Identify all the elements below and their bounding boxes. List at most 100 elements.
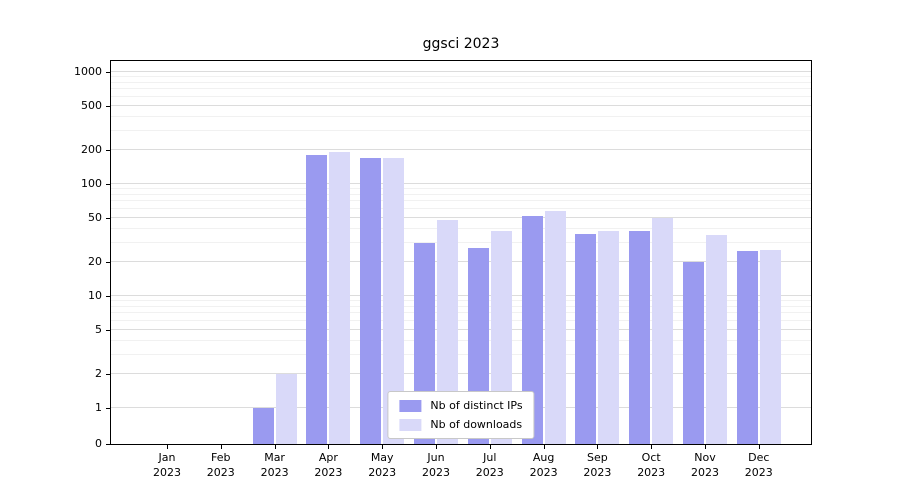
x-tick-mark [705, 445, 706, 449]
x-axis-label: Sep 2023 [583, 451, 612, 479]
y-axis-tick-label: 2 [95, 367, 102, 381]
y-axis-tick-label: 500 [81, 98, 102, 112]
bar-downloads [706, 235, 727, 444]
gridline-minor [111, 115, 811, 117]
y-tick-mark [106, 105, 110, 107]
bar-distinct-ips [360, 158, 382, 444]
chart-title: ggsci 2023 [422, 36, 500, 52]
x-axis-label: Nov 2023 [691, 451, 719, 479]
legend-swatch-downloads [399, 418, 422, 431]
x-axis-label: Aug 2023 [529, 451, 558, 479]
x-tick-mark [651, 445, 653, 449]
bar-distinct-ips [575, 233, 597, 444]
y-tick-mark [106, 296, 110, 297]
gridline-minor [111, 227, 811, 229]
bar-distinct-ips [683, 262, 704, 444]
gridline-minor [111, 76, 811, 78]
gridline-major [111, 149, 811, 151]
gridline-minor [111, 188, 811, 190]
y-tick-mark [106, 150, 110, 152]
x-tick-mark [382, 445, 384, 449]
y-tick-mark [106, 374, 110, 376]
x-tick-mark [758, 445, 760, 449]
x-axis-label: Jun 2023 [422, 451, 450, 479]
y-tick-mark [106, 72, 110, 73]
gridline-major [111, 328, 811, 330]
bar-distinct-ips [629, 231, 651, 444]
x-tick-mark [436, 445, 437, 449]
bar-distinct-ips [736, 251, 758, 444]
gridline-minor [111, 88, 811, 90]
gridline-minor [111, 300, 811, 302]
legend-item: Nb of downloads [399, 418, 522, 431]
bar-downloads [490, 231, 512, 444]
gridline-major [111, 216, 811, 218]
gridline-minor [111, 353, 811, 355]
gridline-major [111, 295, 811, 296]
gridline-major [111, 183, 811, 184]
legend-item: Nb of distinct IPs [399, 399, 523, 412]
x-tick-mark [489, 445, 491, 449]
bar-downloads [598, 231, 620, 444]
gridline-major [111, 104, 811, 106]
bar-downloads [759, 249, 781, 444]
y-axis-tick-label: 1 [95, 401, 102, 414]
bar-distinct-ips [306, 155, 328, 444]
y-axis-tick-label: 10 [88, 289, 102, 302]
bar-distinct-ips [521, 215, 543, 444]
bar-distinct-ips [252, 408, 274, 444]
gridline-minor [111, 339, 811, 341]
y-axis-tick-label: 5 [95, 322, 102, 336]
y-tick-mark [106, 262, 110, 264]
x-axis-label: Dec 2023 [744, 451, 773, 479]
legend-swatch-distinct-ips [399, 399, 422, 412]
gridline-minor [111, 207, 811, 209]
x-tick-mark [328, 445, 330, 449]
gridline-minor [111, 95, 811, 97]
y-axis-tick-label: 200 [81, 143, 102, 157]
y-tick-mark [106, 217, 110, 219]
y-axis-tick-label: 1000 [74, 65, 102, 78]
gridline-major [111, 261, 811, 263]
bar-downloads [544, 211, 566, 444]
x-axis-label: Jan 2023 [153, 451, 181, 479]
gridline-minor [111, 200, 811, 202]
bar-downloads [652, 217, 674, 444]
x-axis-label: Oct 2023 [637, 451, 666, 479]
bar-downloads [329, 152, 351, 444]
y-axis-tick-label: 100 [81, 177, 102, 190]
x-axis-label: Feb 2023 [206, 451, 235, 479]
gridline-minor [111, 305, 811, 307]
x-tick-mark [597, 445, 599, 449]
legend-label: Nb of distinct IPs [430, 399, 523, 412]
gridline-minor [111, 241, 811, 243]
plot-area: Nb of distinct IPs Nb of downloads [110, 60, 812, 445]
gridline-minor [111, 129, 811, 131]
y-axis-tick-label: 20 [88, 255, 102, 269]
x-tick-mark [274, 445, 276, 449]
gridline-major [111, 373, 811, 375]
x-axis-label: Mar 2023 [260, 451, 289, 479]
x-tick-mark [167, 445, 168, 449]
gridline-minor [111, 193, 811, 195]
x-axis-label: Apr 2023 [314, 451, 343, 479]
gridline-minor [111, 81, 811, 83]
legend-label: Nb of downloads [430, 418, 523, 431]
bar-downloads [383, 158, 405, 444]
x-axis-label: May 2023 [368, 451, 397, 479]
bar-downloads [437, 219, 458, 444]
y-axis-tick-label: 0 [95, 437, 102, 450]
x-axis-label: Jul 2023 [475, 451, 504, 479]
gridline-minor [111, 312, 811, 314]
y-tick-mark [106, 444, 110, 445]
legend: Nb of distinct IPs Nb of downloads [387, 391, 535, 439]
gridline-minor [111, 319, 811, 321]
y-tick-mark [106, 184, 110, 185]
x-tick-mark [543, 445, 545, 449]
y-tick-mark [106, 329, 110, 331]
y-axis-tick-label: 50 [88, 210, 102, 224]
y-tick-mark [106, 408, 110, 409]
gridline-major [111, 71, 811, 72]
x-tick-mark [220, 445, 222, 449]
